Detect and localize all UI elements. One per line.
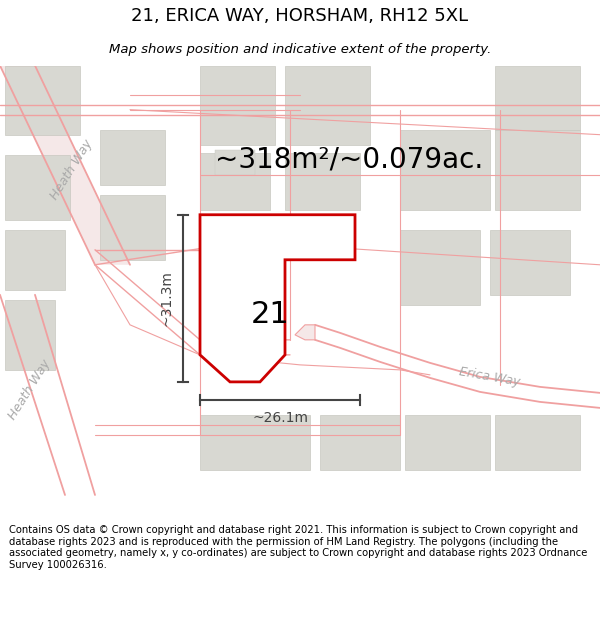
Polygon shape (200, 152, 270, 210)
Polygon shape (285, 152, 360, 210)
Text: Contains OS data © Crown copyright and database right 2021. This information is : Contains OS data © Crown copyright and d… (9, 525, 587, 570)
Polygon shape (200, 215, 355, 382)
Polygon shape (200, 415, 310, 470)
Text: Heath Way: Heath Way (7, 357, 53, 422)
Text: ~26.1m: ~26.1m (252, 411, 308, 425)
Text: Erica Way: Erica Way (458, 365, 521, 389)
Polygon shape (5, 155, 70, 220)
Polygon shape (495, 129, 580, 210)
Polygon shape (495, 415, 580, 470)
Polygon shape (320, 415, 400, 470)
Polygon shape (400, 230, 480, 305)
Polygon shape (490, 230, 570, 295)
Polygon shape (215, 150, 255, 175)
Text: Heath Way: Heath Way (49, 138, 95, 202)
Text: ~31.3m: ~31.3m (160, 271, 174, 326)
Text: 21: 21 (251, 301, 289, 329)
Polygon shape (5, 66, 80, 134)
Text: Map shows position and indicative extent of the property.: Map shows position and indicative extent… (109, 42, 491, 56)
Polygon shape (405, 415, 490, 470)
Polygon shape (5, 230, 65, 290)
Polygon shape (100, 195, 165, 260)
Polygon shape (400, 129, 490, 210)
Polygon shape (100, 129, 165, 185)
Polygon shape (285, 66, 370, 145)
Text: ~318m²/~0.079ac.: ~318m²/~0.079ac. (215, 146, 483, 174)
Polygon shape (495, 66, 580, 129)
Polygon shape (200, 66, 275, 145)
Text: 21, ERICA WAY, HORSHAM, RH12 5XL: 21, ERICA WAY, HORSHAM, RH12 5XL (131, 8, 469, 26)
Polygon shape (295, 325, 315, 340)
Polygon shape (0, 66, 130, 265)
Polygon shape (5, 300, 55, 370)
